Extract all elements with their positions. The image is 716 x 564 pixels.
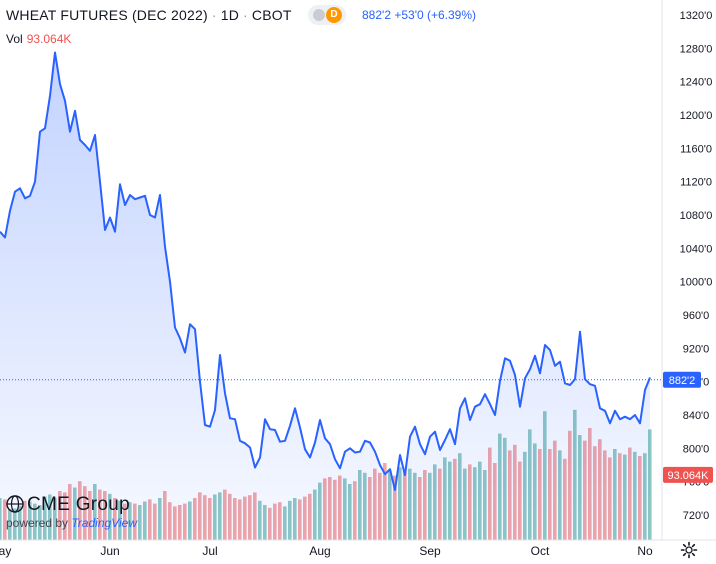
volume-label: Vol (6, 32, 23, 46)
time-axis[interactable]: May Jun Jul Aug Sep Oct No (0, 544, 653, 558)
powered-by-label: powered by (6, 516, 69, 530)
volume-value: 93.064K (26, 32, 72, 46)
price-tick-label: 1120'0 (680, 177, 712, 189)
price-axis[interactable]: 720'0760'0800'0840'0880'0920'0960'01000'… (680, 10, 713, 522)
time-tick-label: May (0, 544, 11, 558)
brand-name: CME Group (27, 494, 131, 515)
time-tick-label: Jul (202, 544, 217, 558)
time-tick-label: Jun (100, 544, 119, 558)
interval-label[interactable]: 1D (220, 7, 240, 23)
exchange-label: CBOT (251, 7, 292, 23)
price-change: +53'0 (+6.39%) (394, 8, 477, 22)
price-tick-label: 1160'0 (680, 143, 712, 155)
time-tick-label: Oct (531, 544, 550, 558)
symbol-title[interactable]: WHEAT FUTURES (DEC 2022) (6, 7, 208, 23)
price-area-fill (0, 52, 650, 540)
price-tick-label: 1320'0 (680, 10, 713, 22)
price-tick-label: 840'0 (683, 410, 710, 422)
price-tick-label: 1280'0 (680, 43, 713, 55)
cme-logo[interactable]: CME Group powered by TradingView (6, 494, 137, 530)
price-tick-label: 920'0 (683, 343, 710, 355)
last-volume-tag: 93.064K (663, 466, 713, 483)
time-tick-label: No (637, 544, 653, 558)
quote-values: 882'2 +53'0 (+6.39%) (362, 8, 476, 22)
price-tick-label: 1240'0 (680, 77, 713, 89)
globe-icon (6, 495, 24, 513)
price-line (0, 51, 651, 491)
last-price: 882'2 (362, 8, 391, 22)
tradingview-link[interactable]: TradingView (71, 516, 137, 530)
time-tick-label: Aug (309, 544, 330, 558)
price-tick-label: 1200'0 (680, 110, 713, 122)
last-volume-tag-text: 93.064K (668, 470, 710, 482)
status-dot-icon (313, 9, 325, 21)
volume-legend: Vol 93.064K (6, 32, 71, 46)
price-tick-label: 1000'0 (680, 277, 713, 289)
price-tick-label: 960'0 (683, 310, 710, 322)
separator-dot: · (243, 7, 248, 23)
price-tick-label: 720'0 (683, 510, 710, 522)
last-price-tag: 882'2 (663, 371, 701, 388)
chart-header: WHEAT FUTURES (DEC 2022) · 1D · CBOT (6, 7, 292, 23)
price-tick-label: 800'0 (683, 443, 710, 455)
market-status-badge[interactable]: D (308, 5, 346, 25)
price-tick-label: 1040'0 (680, 243, 713, 255)
last-price-tag-text: 882'2 (669, 375, 696, 387)
time-tick-label: Sep (419, 544, 441, 558)
separator-dot: · (211, 7, 217, 23)
delayed-data-icon: D (326, 7, 342, 23)
gear-icon[interactable] (680, 541, 698, 559)
price-tick-label: 1080'0 (680, 210, 713, 222)
